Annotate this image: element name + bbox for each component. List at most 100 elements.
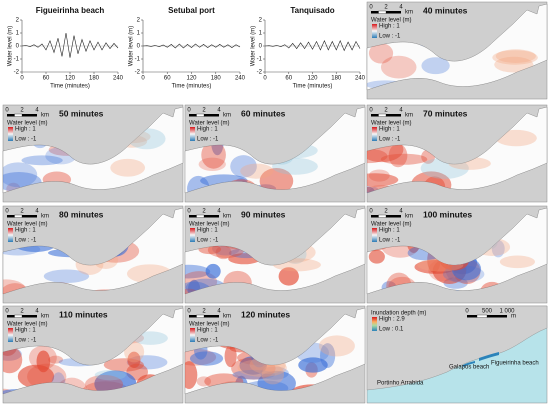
legend-ramp xyxy=(190,127,195,141)
map-panel: 0 2 4km 120 minutes Water level (m)High : 1 L… xyxy=(184,305,366,404)
scale-bar-half xyxy=(378,113,387,117)
chart-title: Setubal port xyxy=(168,6,215,15)
legend-low: Low : -1 xyxy=(197,338,219,344)
x-tick-label: 240 xyxy=(113,76,124,82)
level-patch xyxy=(495,129,537,147)
y-tick-label: -1 xyxy=(14,57,20,63)
series-line xyxy=(142,43,241,49)
scale-unit: km xyxy=(223,314,231,320)
map-title: 70 minutes xyxy=(423,108,468,118)
x-tick-label: 60 xyxy=(164,76,171,82)
scale-label: 1 000 xyxy=(499,309,515,315)
legend-low: Low : -1 xyxy=(197,238,219,244)
level-patch xyxy=(232,369,275,380)
scale-bar-half xyxy=(14,214,23,218)
scale-label: 0 xyxy=(369,108,373,114)
level-patch xyxy=(261,364,285,385)
level-patch xyxy=(48,355,64,364)
x-tick-label: 120 xyxy=(307,76,318,82)
chart-title: Figueirinha beach xyxy=(36,6,105,15)
scale-label: 4 xyxy=(35,309,39,315)
x-tick-label: 0 xyxy=(20,76,24,82)
legend-high: High : 1 xyxy=(197,328,218,334)
scale-bar-half xyxy=(196,214,205,218)
level-patch xyxy=(185,361,198,390)
scale-label: 4 xyxy=(217,309,221,315)
scale-label: 4 xyxy=(399,5,403,11)
level-patch xyxy=(185,281,214,294)
legend-high: High : 1 xyxy=(15,228,36,234)
level-patch xyxy=(3,162,38,188)
level-patch xyxy=(198,157,226,172)
scale-label: 2 xyxy=(202,309,206,315)
place-label: Portinho Arrabida xyxy=(377,381,424,387)
legend-ramp xyxy=(372,317,377,331)
level-patch xyxy=(36,350,51,373)
y-tick-label: 1 xyxy=(259,31,263,37)
scale-bar-half xyxy=(14,113,23,117)
scale-label: 4 xyxy=(35,108,39,114)
x-tick-label: 240 xyxy=(235,76,246,82)
level-patch xyxy=(368,249,385,264)
legend-low: Low : -1 xyxy=(379,238,401,244)
y-tick-label: -2 xyxy=(135,70,141,76)
land xyxy=(366,305,548,391)
level-patch xyxy=(133,331,168,345)
level-patch xyxy=(494,56,534,73)
legend-ramp xyxy=(8,127,13,141)
map-panel: 0 2 4km 60 minutes Water level (m)High : 1 Lo… xyxy=(184,104,366,203)
level-patch xyxy=(259,167,294,193)
y-tick-label: -1 xyxy=(135,57,141,63)
map-panel: 0 2 4km 40 minutes Water level (m)High : 1 Lo… xyxy=(366,1,548,100)
map-title: 40 minutes xyxy=(423,5,468,15)
level-patch xyxy=(124,341,145,363)
scale-label: 500 xyxy=(482,309,493,315)
map-title: 60 minutes xyxy=(241,108,286,118)
series-line xyxy=(21,32,119,58)
level-patch xyxy=(187,279,201,294)
legend-ramp xyxy=(8,228,13,242)
level-patch xyxy=(205,263,221,279)
legend-title: Water level (m) xyxy=(7,121,47,127)
legend-high: High : 1 xyxy=(379,24,400,30)
level-patch xyxy=(492,50,538,65)
scale-label: 2 xyxy=(20,309,24,315)
level-patch xyxy=(21,155,63,166)
level-patch xyxy=(491,240,505,258)
map-panel: 0 2 4km 90 minutes Water level (m)High : 1 Lo… xyxy=(184,205,366,304)
legend-title: Water level (m) xyxy=(189,222,229,228)
scale-label: 0 xyxy=(187,108,191,114)
level-patch xyxy=(3,279,27,294)
y-axis-label: Water level (m) xyxy=(251,26,257,66)
legend-ramp xyxy=(190,328,195,342)
x-tick-label: 0 xyxy=(263,76,267,82)
legend-low: Low : -1 xyxy=(15,338,37,344)
legend-ramp xyxy=(372,127,377,141)
level-patch xyxy=(185,264,211,279)
map-title: 100 minutes xyxy=(423,209,472,219)
scale-unit: km xyxy=(405,10,413,16)
scale-label: 2 xyxy=(202,209,206,215)
level-patch xyxy=(298,357,328,373)
water xyxy=(366,3,548,91)
x-tick-label: 120 xyxy=(186,76,197,82)
map-panel: 0 2 4km 100 minutes Water level (m)High : 1 L… xyxy=(366,205,548,304)
scale-label: 0 xyxy=(369,209,373,215)
inundation xyxy=(463,361,475,367)
x-tick-label: 120 xyxy=(65,76,76,82)
chart-title: Tanquisado xyxy=(290,6,334,15)
map-panel: 0 2 4km 70 minutes Water level (m)High : 1 Lo… xyxy=(366,104,548,203)
map-title: 80 minutes xyxy=(59,209,104,219)
y-tick-label: 1 xyxy=(16,31,20,37)
scale-label: 0 xyxy=(5,309,9,315)
x-tick-label: 0 xyxy=(141,76,145,82)
level-patch xyxy=(196,376,212,387)
y-tick-label: -2 xyxy=(14,70,20,76)
scale-label: 2 xyxy=(20,209,24,215)
water xyxy=(366,207,548,295)
scale-label: 4 xyxy=(217,209,221,215)
legend-low: Low : -1 xyxy=(15,238,37,244)
level-patch xyxy=(3,346,23,374)
y-tick-label: -2 xyxy=(257,70,263,76)
